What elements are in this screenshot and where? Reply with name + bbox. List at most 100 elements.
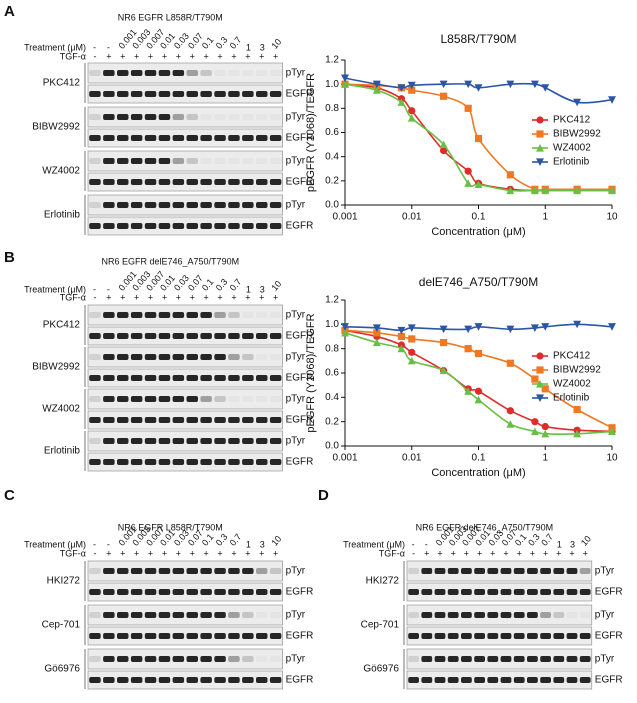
band — [130, 417, 143, 423]
band — [242, 459, 254, 465]
legend-marker — [536, 352, 544, 360]
band — [89, 417, 101, 423]
band — [186, 202, 198, 208]
treatment-dose: 10 — [269, 37, 283, 51]
band — [553, 633, 565, 639]
band — [130, 179, 143, 185]
band — [89, 375, 101, 381]
band — [447, 612, 459, 618]
band — [103, 677, 115, 683]
band — [228, 656, 240, 662]
tgf-sign: + — [477, 548, 482, 558]
tgf-label: TGF-α — [60, 548, 86, 558]
band — [269, 417, 282, 423]
band — [117, 677, 129, 683]
band — [89, 114, 101, 120]
band — [228, 438, 240, 444]
treatment-dose: 3 — [260, 284, 265, 294]
band — [487, 656, 499, 662]
treatment-dose: - — [425, 539, 428, 549]
data-point — [506, 359, 514, 367]
chart-title: L858R/T790M — [440, 32, 516, 46]
legend-label: Erlotinib — [553, 393, 590, 404]
data-point — [474, 84, 483, 92]
band — [214, 179, 226, 185]
x-tick-label: 0.1 — [472, 453, 486, 464]
band — [89, 677, 101, 683]
band — [421, 677, 433, 683]
x-axis-label: Concentration (μM) — [431, 467, 525, 479]
x-tick-label: 1 — [542, 453, 548, 464]
treatment-dose: - — [93, 42, 96, 52]
tgf-sign: + — [217, 292, 222, 302]
band — [527, 589, 538, 595]
treatment-dose: 0.7 — [228, 532, 244, 548]
band — [487, 612, 499, 618]
tgf-sign: + — [204, 548, 209, 558]
band — [228, 568, 240, 574]
band — [434, 677, 446, 683]
drug-label: HKI272 — [366, 576, 400, 587]
drug-label: Gö6976 — [363, 664, 399, 675]
band — [117, 158, 129, 164]
band — [579, 677, 591, 683]
band — [89, 158, 101, 164]
band — [214, 135, 226, 141]
band — [256, 656, 268, 662]
band — [214, 354, 226, 360]
band — [256, 677, 268, 683]
band — [200, 438, 212, 444]
band — [158, 312, 171, 318]
band-label: EGFR — [286, 177, 314, 188]
band — [461, 656, 472, 662]
band — [103, 375, 115, 381]
treatment-dose: 10 — [579, 534, 593, 548]
tgf-sign: - — [93, 292, 96, 302]
treatment-dose: - — [412, 539, 415, 549]
band — [130, 114, 143, 120]
data-point — [407, 356, 416, 365]
band — [214, 114, 226, 120]
tgf-sign: + — [490, 548, 495, 558]
band — [186, 91, 198, 97]
band — [242, 333, 254, 339]
blot-strip — [87, 582, 283, 602]
data-point — [372, 80, 381, 89]
band — [158, 91, 171, 97]
tgf-sign: - — [93, 51, 96, 61]
band — [579, 656, 591, 662]
tgf-sign: + — [217, 548, 222, 558]
band — [228, 91, 240, 97]
band — [228, 612, 240, 618]
band — [200, 589, 212, 595]
tgf-sign: + — [162, 548, 167, 558]
band — [242, 91, 254, 97]
band — [256, 417, 268, 423]
band — [269, 438, 282, 444]
band — [172, 677, 185, 683]
band — [200, 312, 212, 318]
tgf-sign: + — [530, 548, 535, 558]
data-point — [531, 375, 539, 383]
blot-title: NR6 EGFR L858R/T790M — [118, 522, 223, 532]
blot-title: NR6 EGFR delE746_A750/T790M — [416, 522, 554, 532]
tgf-sign: + — [583, 548, 588, 558]
band — [269, 179, 282, 185]
band — [256, 333, 268, 339]
band — [144, 91, 157, 97]
band — [117, 459, 129, 465]
band-label: EGFR — [286, 373, 314, 384]
data-point — [407, 324, 416, 332]
band — [447, 633, 459, 639]
band — [434, 589, 446, 595]
band-label: EGFR — [286, 221, 314, 232]
band — [130, 375, 143, 381]
drug-label: PKC412 — [43, 78, 81, 89]
band — [269, 91, 282, 97]
y-tick-label: 0.0 — [325, 200, 339, 211]
band — [242, 633, 254, 639]
y-tick-label: 0.4 — [325, 151, 339, 162]
band — [242, 396, 254, 402]
data-point — [474, 323, 483, 331]
drug-label: Cep-701 — [42, 620, 81, 631]
